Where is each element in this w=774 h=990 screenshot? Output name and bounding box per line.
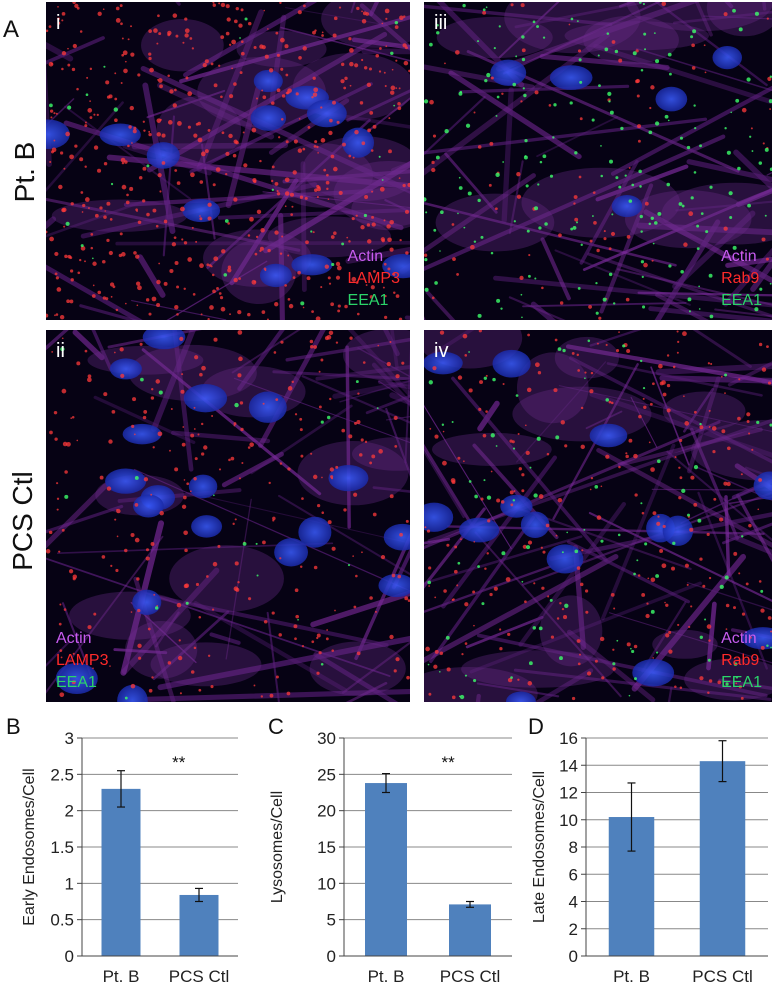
row-label-pcs-ctl: PCS Ctl [7,471,38,571]
legend-eea1: EEA1 [347,292,389,309]
micrograph-iii: iii Actin Rab9 EEA1 [424,2,772,320]
micrograph-texture [424,2,772,320]
x-tick-label: PCS Ctl [440,967,500,985]
significance-annotation: ** [442,753,456,772]
legend-eea1: EEA1 [721,292,762,309]
legend-actin: Actin [56,630,92,647]
y-tick-label: 5 [327,911,336,930]
x-tick-label: PCS Ctl [692,967,752,985]
y-tick-label: 15 [317,838,336,857]
micrograph-ii: ii Actin LAMP3 EEA1 [46,330,410,702]
x-tick-label: Pt. B [368,967,405,985]
legend-lamp3: LAMP3 [56,652,109,669]
micrograph-i: i Actin LAMP3 EEA1 [46,2,410,320]
legend-actin: Actin [347,248,384,265]
micrograph-legend: Actin LAMP3 EEA1 [56,628,108,694]
bar-pcs-ctl [449,904,491,956]
chart-d-svg: D 0 2 4 6 8 10 12 14 16 Late Endosomes/Cell Pt. B PC… [528,714,768,986]
bar-pt-b [365,783,407,956]
panel-label-c: C [268,714,284,739]
legend-actin: Actin [721,630,757,647]
micrograph-label: iii [434,12,448,34]
significance-annotation: ** [172,753,186,772]
y-tick-label: 30 [317,729,336,748]
y-tick-label: 16 [559,729,578,748]
y-axis-label: Early Endosomes/Cell [21,768,38,925]
x-tick-label: Pt. B [103,967,140,985]
micrograph-label: ii [56,340,65,362]
x-tick-label: Pt. B [613,967,650,985]
legend-eea1: EEA1 [56,674,97,691]
y-tick-label: 8 [569,838,578,857]
panel-label-d: D [528,714,544,739]
y-tick-label: 0 [569,947,578,966]
y-tick-label: 20 [317,802,336,821]
y-tick-label: 3 [65,729,74,748]
micrograph-texture [424,330,772,702]
chart-c-lysosomes: C 0 5 10 15 20 25 30 Lysosomes/Cell Pt. B PCS Ctl *… [262,708,518,986]
y-tick-label: 0 [65,947,74,966]
bar-pt-b [101,788,141,956]
bar-pcs-ctl [179,894,219,956]
row-label-pt-b: Pt. B [9,141,40,203]
micrograph-texture [46,330,410,702]
y-tick-label: 1.5 [50,838,74,857]
y-axis-label: Lysosomes/Cell [269,791,286,903]
chart-d-late-endosomes: D 0 2 4 6 8 10 12 14 16 Late Endosomes/Cell Pt. B PC… [522,708,774,986]
legend-rab9: Rab9 [721,270,760,287]
y-tick-label: 0 [327,947,336,966]
micrograph-texture [46,2,410,320]
y-tick-label: 25 [317,765,336,784]
y-tick-label: 4 [569,893,578,912]
micrograph-legend: Actin Rab9 EEA1 [721,246,762,312]
legend-eea1: EEA1 [721,674,762,691]
y-tick-label: 0.5 [50,911,74,930]
micrograph-legend: Actin Rab9 EEA1 [721,628,762,694]
micrograph-iv: iv Actin Rab9 EEA1 [424,330,772,702]
y-axis-label: Late Endosomes/Cell [531,771,548,923]
chart-c-svg: C 0 5 10 15 20 25 30 Lysosomes/Cell Pt. B PCS Ctl *… [268,714,512,986]
y-tick-label: 10 [559,811,578,830]
legend-rab9: Rab9 [721,652,760,669]
y-tick-label: 6 [569,865,578,884]
y-tick-label: 14 [559,756,578,775]
y-tick-label: 1 [65,874,74,893]
chart-b-svg: B 0 0.5 1 1.5 2 2.5 3 Early Endosomes/Cell Pt. B P… [6,714,238,986]
legend-actin: Actin [721,248,757,265]
chart-b-early-endosomes: B 0 0.5 1 1.5 2 2.5 3 Early Endosomes/Cell Pt. B P… [0,708,254,986]
y-tick-label: 10 [317,874,336,893]
y-tick-label: 2 [569,920,578,939]
micrograph-label: i [56,12,61,34]
panel-label-b: B [6,714,21,739]
micrograph-legend: Actin LAMP3 EEA1 [348,246,400,312]
bar-pcs-ctl [699,761,746,956]
y-tick-label: 2 [65,802,74,821]
panel-label-a: A [3,16,20,43]
y-tick-label: 12 [559,784,578,803]
x-tick-label: PCS Ctl [169,967,229,985]
y-tick-label: 2.5 [50,765,74,784]
legend-lamp3: LAMP3 [347,270,400,287]
micrograph-label: iv [434,340,449,362]
